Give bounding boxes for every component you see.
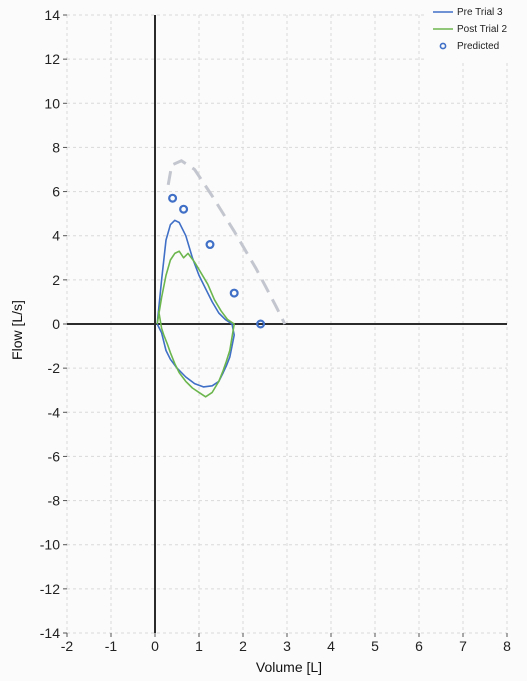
y-tick-label: 12 (44, 51, 60, 67)
y-tick-label: -12 (40, 581, 60, 597)
y-axis-title: Flow [L/s] (9, 300, 25, 360)
predicted-point (179, 204, 189, 214)
y-tick-label: -10 (40, 537, 60, 553)
x-tick-label: 7 (459, 638, 467, 654)
series-line-post-trial-2 (156, 250, 235, 398)
y-tick-label: -4 (48, 404, 61, 420)
x-tick-label: 3 (283, 638, 291, 654)
x-tick-label: -2 (61, 638, 74, 654)
predicted-point (205, 240, 215, 250)
x-tick-label: 8 (503, 638, 511, 654)
y-tick-label: 10 (44, 95, 60, 111)
series-line-pre-trial-3 (156, 219, 235, 388)
y-tick-label: 6 (52, 184, 60, 200)
y-tick-label: -2 (48, 360, 61, 376)
y-tick-label: 14 (44, 7, 60, 23)
x-tick-label: 4 (327, 638, 335, 654)
y-tick-label: 8 (52, 139, 60, 155)
y-tick-label: -14 (40, 625, 60, 641)
series-layer (156, 159, 287, 398)
dashed-envelope-line (166, 159, 287, 325)
y-tick-label: -8 (48, 493, 61, 509)
predicted-point (168, 193, 178, 203)
y-tick-label: -6 (48, 448, 61, 464)
predicted-point (256, 319, 266, 329)
x-tick-label: 1 (195, 638, 203, 654)
legend-label: Predicted (457, 41, 499, 52)
predicted-point (229, 288, 239, 298)
legend-label: Pre Trial 3 (457, 7, 503, 18)
axes (63, 14, 508, 637)
legend-swatch-predicted (439, 42, 447, 50)
y-tick-label: 0 (52, 316, 60, 332)
x-tick-label: 2 (239, 638, 247, 654)
x-tick-label: 0 (151, 638, 159, 654)
y-tick-label: 4 (52, 228, 60, 244)
x-tick-label: 5 (371, 638, 379, 654)
y-tick-label: 2 (52, 272, 60, 288)
legend-label: Post Trial 2 (457, 24, 507, 35)
x-tick-label: -1 (105, 638, 118, 654)
x-axis-title: Volume [L] (256, 659, 322, 675)
x-tick-label: 6 (415, 638, 423, 654)
legend: Pre Trial 3 Post Trial 2 Predicted (427, 3, 521, 60)
